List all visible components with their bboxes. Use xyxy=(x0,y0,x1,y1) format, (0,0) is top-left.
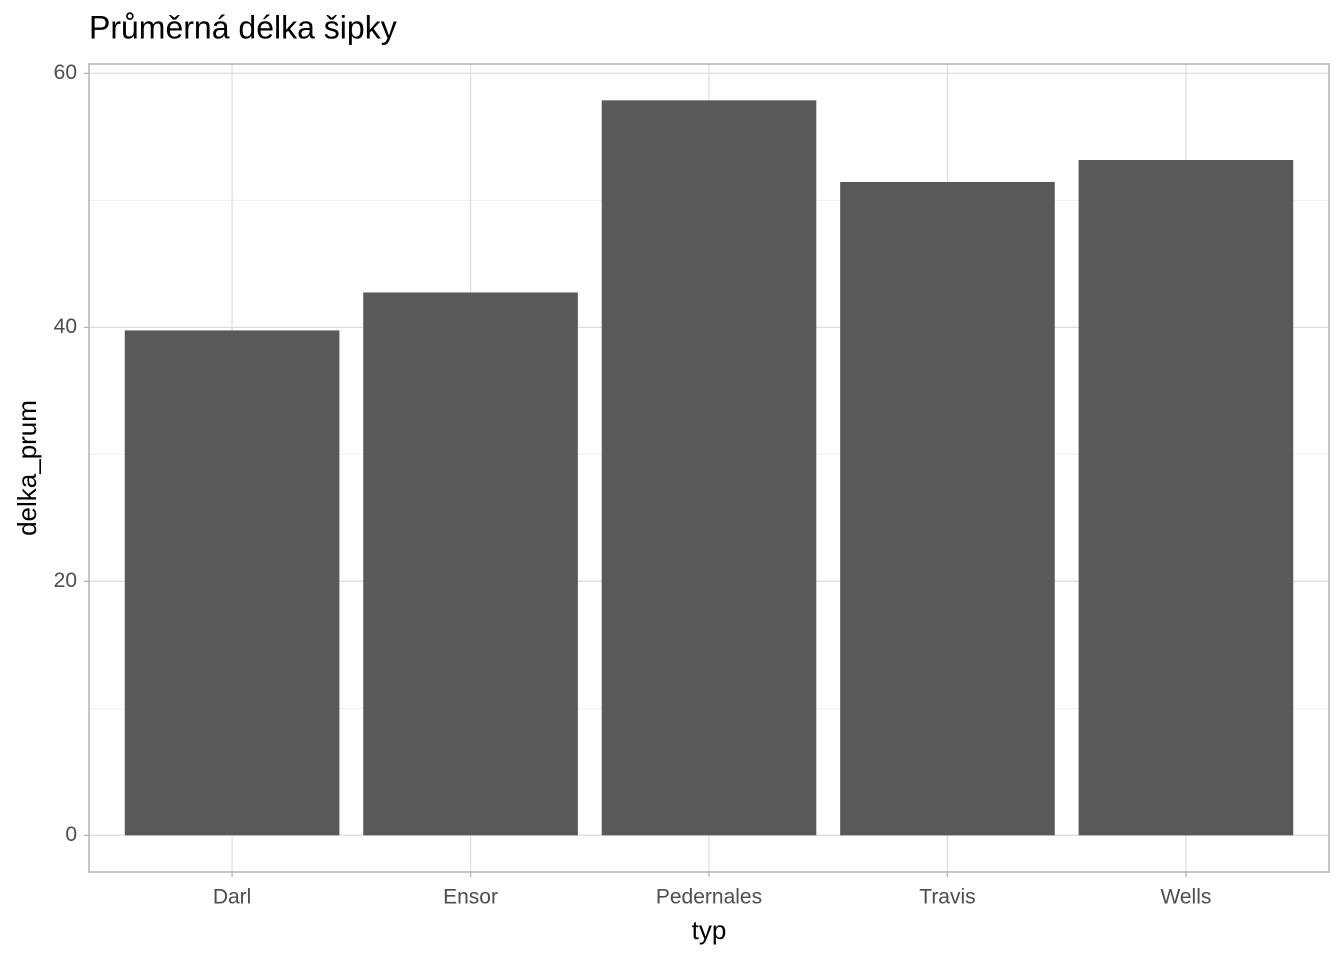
y-tick-label: 0 xyxy=(65,823,77,846)
x-tick-label: Ensor xyxy=(443,886,498,909)
x-axis-title: typ xyxy=(692,915,727,945)
x-tick-label: Darl xyxy=(213,886,252,909)
bar xyxy=(1078,160,1294,836)
x-tick-label: Pedernales xyxy=(656,886,762,909)
y-tick-label: 60 xyxy=(54,61,77,84)
bar xyxy=(601,100,817,836)
y-tick-label: 40 xyxy=(54,315,77,338)
chart-title: Průměrná délka šipky xyxy=(89,9,397,45)
x-tick-label: Wells xyxy=(1160,886,1211,909)
bar xyxy=(363,292,578,836)
y-axis-title: delka_prum xyxy=(12,400,42,536)
x-tick-label: Travis xyxy=(919,886,975,909)
y-tick-label: 20 xyxy=(54,569,77,592)
bar xyxy=(124,330,340,836)
bar xyxy=(840,181,1055,836)
panel-border xyxy=(88,63,1330,873)
